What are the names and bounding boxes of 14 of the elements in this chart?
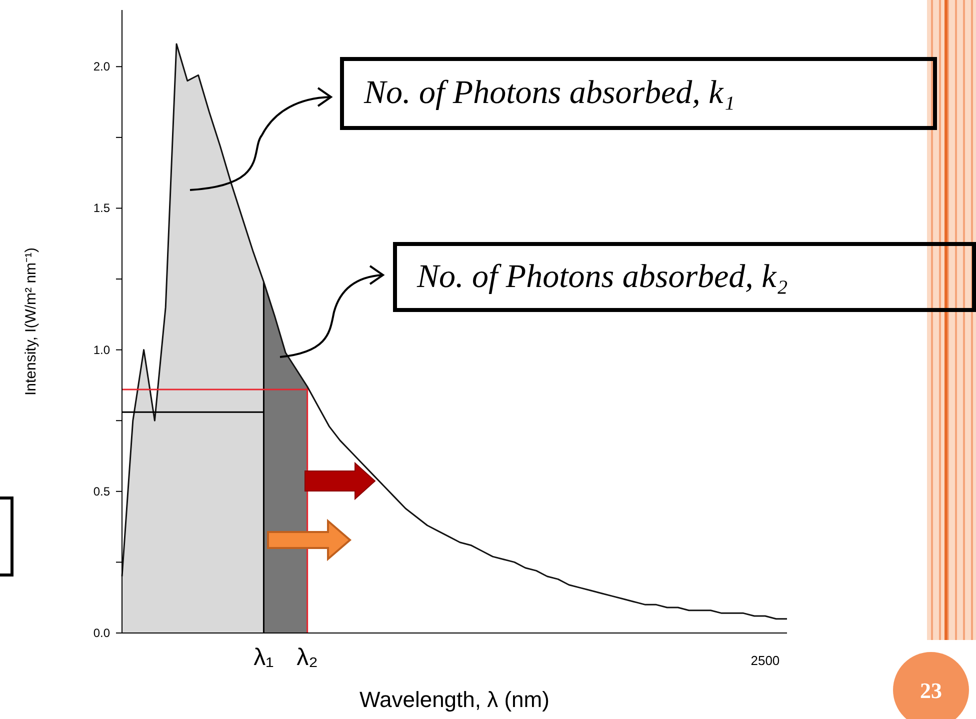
y-tick-label: 2.0 [93, 60, 110, 74]
y-axis-title: Intensity, I(W/m² nm⁻¹) [22, 247, 40, 396]
text: 23 [920, 678, 942, 703]
y-tick-label: 0.0 [93, 626, 110, 640]
line-series [121, 43, 788, 620]
x-tick-label: λ₁ [254, 644, 274, 671]
x-tick-label: 2500 [750, 653, 780, 668]
annotation: No. of Photons absorbed, k₁ [340, 57, 937, 130]
x-axis-title: Wavelength, λ (nm) [360, 687, 550, 712]
x-tick-label: λ₂ [296, 644, 318, 671]
y-tick-label: 1.5 [93, 201, 110, 216]
y-tick-label: 0.5 [93, 484, 110, 498]
y-tick-label: 1.0 [93, 342, 110, 357]
annotation: No. of Photons absorbed, k₂ [393, 242, 976, 312]
